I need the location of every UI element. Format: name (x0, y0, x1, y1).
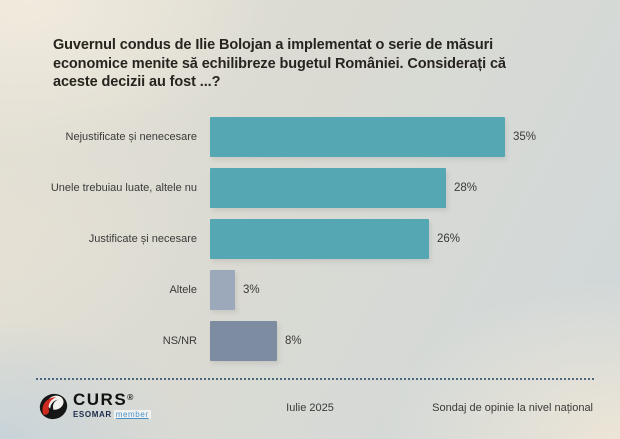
bar-row: Unele trebuiau luate, altele nu 28% (0, 168, 620, 208)
curs-logo-text-block: CURS® ESOMAR member (73, 390, 151, 419)
survey-date: Iulie 2025 (286, 402, 334, 414)
value-label: 28% (454, 182, 478, 194)
bar (210, 270, 235, 310)
value-label: 35% (513, 131, 537, 143)
survey-scope-note: Sondaj de opinie la nivel național (432, 402, 593, 414)
bar (210, 168, 446, 208)
bar-row: NS/NR 8% (0, 321, 620, 361)
bar-row: Justificate și necesare 26% (0, 219, 620, 259)
curs-logo-wordmark: CURS® (73, 390, 134, 409)
page-title: Guvernul condus de Ilie Bolojan a implem… (53, 36, 593, 92)
bar (210, 219, 429, 259)
category-label: Unele trebuiau luate, altele nu (50, 182, 197, 194)
bar-chart: Nejustificate și nenecesare 35% Unele tr… (0, 117, 620, 361)
registered-mark-icon: ® (127, 392, 134, 402)
title-line-1: Guvernul condus de Ilie Bolojan a implem… (53, 37, 494, 53)
title-line-3: aceste decizii au fost ...? (53, 74, 221, 91)
bar-row: Nejustificate și nenecesare 35% (0, 117, 620, 157)
category-label: Justificate și necesare (88, 233, 197, 245)
bar-row: Altele 3% (0, 270, 620, 310)
bar (210, 321, 277, 361)
category-label: NS/NR (162, 335, 197, 347)
title-line-2: economice menite să echilibreze bugetul … (53, 55, 506, 72)
bar (210, 117, 505, 157)
esomar-label: ESOMAR (73, 410, 112, 419)
member-label: member (113, 410, 151, 419)
category-label: Nejustificate și nenecesare (65, 131, 197, 143)
footer-divider (36, 378, 594, 380)
value-label: 8% (285, 335, 302, 347)
category-label: Altele (169, 284, 197, 296)
value-label: 3% (243, 284, 260, 296)
curs-logo: CURS® ESOMAR member (38, 390, 151, 427)
esomar-member-line: ESOMAR member (73, 410, 151, 419)
footer: CURS® ESOMAR member Iulie 2025 Sondaj de … (0, 384, 620, 439)
value-label: 26% (437, 233, 461, 245)
curs-logo-icon (38, 391, 69, 427)
